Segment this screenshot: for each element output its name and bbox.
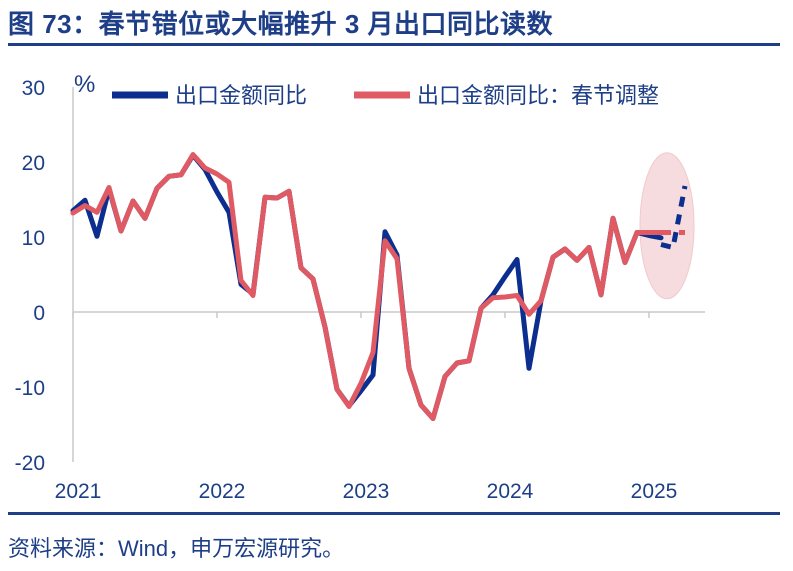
- x-tick-label: 2024: [487, 480, 534, 503]
- y-tick-label: 0: [33, 302, 45, 325]
- title-rule: [8, 43, 780, 46]
- y-tick-label: -10: [15, 377, 45, 400]
- export-yoy-chart: -20 -10 0 10 20 30 2021 2022 2023 2024 2025 出口金额同比…: [15, 71, 705, 503]
- y-tick-label: -20: [15, 452, 45, 475]
- y-tick-label: 20: [22, 152, 45, 175]
- x-tick-label: 2025: [631, 480, 678, 503]
- legend-label-export-yoy: 出口金额同比: [175, 83, 307, 108]
- series-forecast-export-yoy: [660, 185, 688, 251]
- legend: 出口金额同比 出口金额同比：春节调整: [112, 83, 659, 108]
- figure-title: 图 73：春节错位或大幅推升 3 月出口同比读数: [8, 9, 554, 39]
- x-tick-label: 2022: [199, 480, 246, 503]
- source-note: 资料来源：Wind，申万宏源研究。: [8, 536, 345, 561]
- x-tick-label: 2021: [55, 480, 102, 503]
- y-tick-label: 10: [22, 227, 45, 250]
- series: [70, 152, 688, 421]
- x-tick-label: 2023: [343, 480, 390, 503]
- legend-label-export-yoy-adjusted: 出口金额同比：春节调整: [417, 83, 659, 108]
- forecast-highlight-ellipse: [639, 152, 695, 300]
- series-line-export-yoy: [70, 152, 664, 421]
- axes: -20 -10 0 10 20 30 2021 2022 2023 2024 2025: [15, 77, 705, 503]
- forecast-highlight: [639, 152, 695, 300]
- source-rule: [8, 512, 780, 515]
- y-unit-label: %: [74, 71, 95, 98]
- series-line-export-yoy-adjusted: [70, 152, 664, 421]
- y-tick-label: 30: [22, 77, 45, 100]
